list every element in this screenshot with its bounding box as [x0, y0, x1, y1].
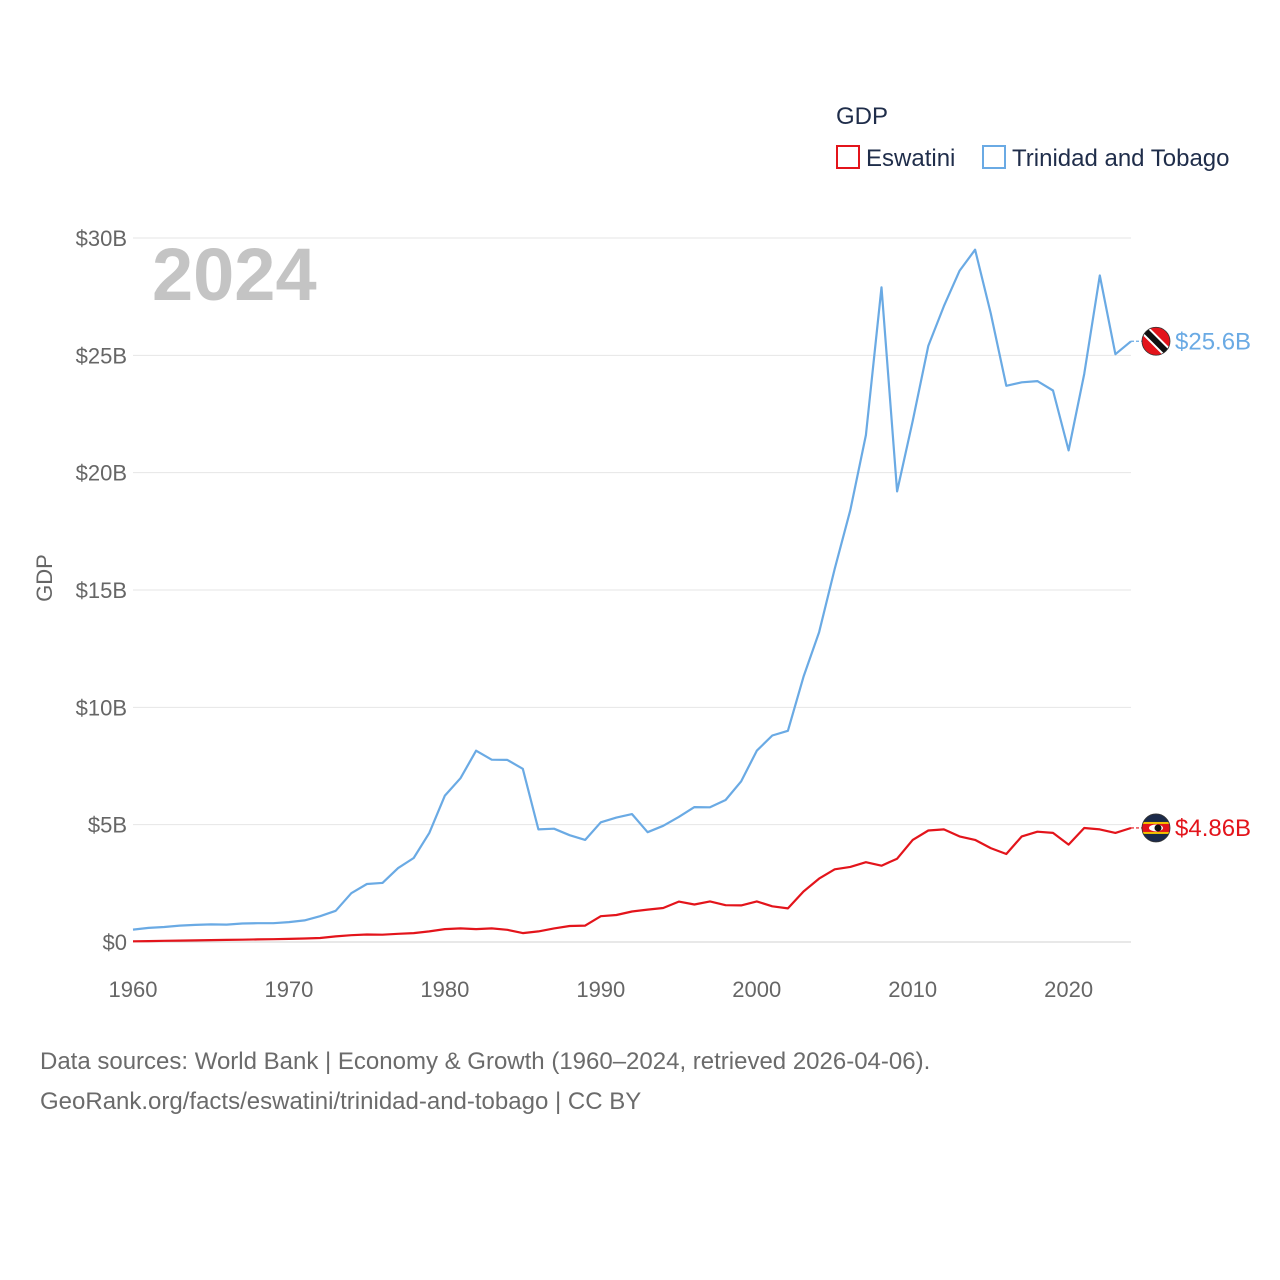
gridlines	[133, 237, 1131, 943]
y-tick-label: $10B	[76, 695, 127, 720]
series-lines	[132, 248, 1132, 943]
source-line-1: Data sources: World Bank | Economy & Gro…	[40, 1048, 931, 1075]
y-tick-label: $0	[103, 930, 127, 955]
legend-title: GDP	[836, 103, 888, 130]
y-axis-title: GDP	[32, 554, 57, 602]
flag-eswatini-icon	[1141, 813, 1171, 843]
x-tick-label: 2010	[888, 977, 937, 1002]
x-tick-label: 1970	[264, 977, 313, 1002]
series-line-eswatini[interactable]	[132, 826, 1132, 943]
y-tick-label: $25B	[76, 343, 127, 368]
y-tick-label: $20B	[76, 461, 127, 486]
end-value-trinidad-and-tobago: $25.6B	[1175, 328, 1251, 355]
x-tick-label: 2000	[732, 977, 781, 1002]
legend-swatch-trinidad-and-tobago[interactable]	[982, 145, 1006, 169]
legend-label-eswatini[interactable]: Eswatini	[866, 145, 955, 172]
x-tick-label: 1980	[420, 977, 469, 1002]
x-tick-label: 2020	[1044, 977, 1093, 1002]
y-tick-label: $15B	[76, 578, 127, 603]
end-value-eswatini: $4.86B	[1175, 815, 1251, 842]
flag-trinidad-and-tobago-icon	[1141, 326, 1171, 356]
y-tick-label: $5B	[88, 813, 127, 838]
y-axis-ticks: $0 $5B $10B $15B $20B $25B $30B	[76, 226, 127, 955]
legend-label-trinidad-and-tobago[interactable]: Trinidad and Tobago	[1012, 145, 1230, 172]
series-line-trinidad-and-tobago[interactable]	[132, 248, 1132, 931]
x-axis-ticks: 1960 1970 1980 1990 2000 2010 2020	[109, 977, 1094, 1002]
x-tick-label: 1960	[109, 977, 158, 1002]
y-tick-label: $30B	[76, 226, 127, 251]
source-line-2[interactable]: GeoRank.org/facts/eswatini/trinidad-and-…	[40, 1088, 642, 1115]
x-tick-label: 1990	[576, 977, 625, 1002]
legend-swatch-eswatini[interactable]	[836, 145, 860, 169]
year-watermark: 2024	[152, 233, 317, 316]
legend[interactable]: GDP Eswatini Trinidad and Tobago	[836, 103, 1230, 172]
source-note: Data sources: World Bank | Economy & Gro…	[40, 1042, 930, 1122]
series-end-markers: $4.86B $25.6B	[1131, 326, 1251, 843]
gdp-line-chart: $0$5B$10B$15B$20B$25B$30B 1960 1970 1980 19…	[32, 103, 1251, 1002]
